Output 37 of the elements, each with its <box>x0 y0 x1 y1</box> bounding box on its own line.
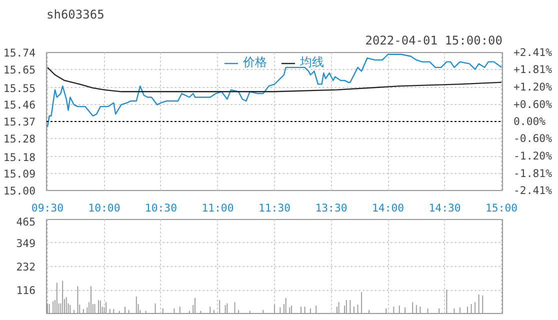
y2-tick-label: -0.60% <box>514 132 553 146</box>
y2-tick-label: +2.41% <box>514 46 553 59</box>
x-tick-label: 10:00 <box>88 202 120 214</box>
line-series <box>46 66 502 92</box>
y-tick-label: 15.09 <box>3 168 36 181</box>
y-tick-label: 15.55 <box>3 82 36 95</box>
x-tick-label: 14:00 <box>372 202 404 214</box>
y2-tick-label: -1.20% <box>514 149 553 162</box>
y-tick-label: 15.46 <box>3 98 36 112</box>
x-tick-label: 13:30 <box>315 202 348 214</box>
legend-label: 价格 <box>243 54 267 71</box>
chart-title: sh603365 <box>46 8 104 22</box>
y-tick-label: 15.00 <box>3 184 36 198</box>
y-tick-label: 15.18 <box>3 150 36 164</box>
text: 2022-04-01 15:00:00 <box>365 34 503 48</box>
y2-tick-label: -2.41% <box>514 184 553 197</box>
y-tick-label: 116 <box>16 284 36 298</box>
y-tick-label: 15.37 <box>3 116 36 128</box>
y2-tick-label: +1.20% <box>514 80 553 94</box>
line-series <box>46 54 502 128</box>
x-tick-label: 15:00 <box>486 202 518 214</box>
legend-label: 均线 <box>300 54 324 71</box>
x-tick-label: 09:30 <box>31 202 64 214</box>
x-tick-label: 11:00 <box>202 202 234 214</box>
y2-tick-label: -1.81% <box>514 166 553 180</box>
y-tick-label: 465 <box>16 216 36 228</box>
y-tick-label: 15.28 <box>3 132 36 146</box>
x-tick-label: 14:30 <box>428 202 461 214</box>
x-tick-label: 10:30 <box>144 202 178 214</box>
y2-tick-label: 0.00% <box>514 115 546 128</box>
y-tick-label: 232 <box>16 260 36 274</box>
x-tick-label: 11:30 <box>258 202 291 214</box>
y-tick-label: 15.65 <box>3 63 36 76</box>
y-tick-label: 15.74 <box>3 46 36 60</box>
y2-tick-label: +0.60% <box>514 98 553 111</box>
y2-tick-label: +1.81% <box>514 63 553 76</box>
y-tick-label: 349 <box>16 236 36 250</box>
